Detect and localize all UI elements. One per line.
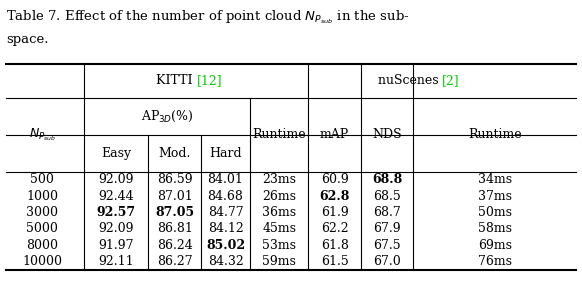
Text: 34ms: 34ms — [478, 174, 512, 187]
Text: 59ms: 59ms — [262, 255, 296, 268]
Text: 84.01: 84.01 — [208, 174, 243, 187]
Text: 8000: 8000 — [26, 239, 58, 252]
Text: 62.8: 62.8 — [320, 190, 350, 203]
Text: 84.77: 84.77 — [208, 206, 243, 219]
Text: 68.5: 68.5 — [373, 190, 401, 203]
Text: 87.01: 87.01 — [157, 190, 193, 203]
Text: 61.9: 61.9 — [321, 206, 349, 219]
Text: 84.32: 84.32 — [208, 255, 243, 268]
Text: 69ms: 69ms — [478, 239, 512, 252]
Text: Easy: Easy — [101, 147, 132, 160]
Text: Runtime: Runtime — [468, 128, 521, 141]
Text: [2]: [2] — [442, 74, 460, 87]
Text: 92.44: 92.44 — [98, 190, 134, 203]
Text: 92.09: 92.09 — [99, 174, 134, 187]
Text: 62.2: 62.2 — [321, 222, 349, 235]
Text: 3000: 3000 — [26, 206, 58, 219]
Text: 86.59: 86.59 — [157, 174, 193, 187]
Text: 61.8: 61.8 — [321, 239, 349, 252]
Text: 50ms: 50ms — [478, 206, 512, 219]
Text: space.: space. — [6, 33, 48, 46]
Text: 5000: 5000 — [26, 222, 58, 235]
Text: Hard: Hard — [209, 147, 242, 160]
Text: Runtime: Runtime — [253, 128, 306, 141]
Text: 67.9: 67.9 — [373, 222, 401, 235]
Text: mAP: mAP — [320, 128, 349, 141]
Text: AP$_{3D}$(%): AP$_{3D}$(%) — [141, 109, 194, 124]
Text: 37ms: 37ms — [478, 190, 512, 203]
Text: 68.7: 68.7 — [373, 206, 401, 219]
Text: 92.09: 92.09 — [99, 222, 134, 235]
Text: 58ms: 58ms — [478, 222, 512, 235]
Text: 45ms: 45ms — [262, 222, 296, 235]
Text: 68.8: 68.8 — [372, 174, 402, 187]
Text: 1000: 1000 — [26, 190, 58, 203]
Text: 76ms: 76ms — [478, 255, 512, 268]
Text: 86.81: 86.81 — [157, 222, 193, 235]
Text: 61.5: 61.5 — [321, 255, 349, 268]
Text: 60.9: 60.9 — [321, 174, 349, 187]
Text: 86.27: 86.27 — [157, 255, 193, 268]
Text: 86.24: 86.24 — [157, 239, 193, 252]
Text: 23ms: 23ms — [262, 174, 296, 187]
Text: 10000: 10000 — [22, 255, 62, 268]
Text: nuScenes: nuScenes — [378, 74, 442, 87]
Text: [12]: [12] — [196, 74, 222, 87]
Text: 92.57: 92.57 — [97, 206, 136, 219]
Text: 36ms: 36ms — [262, 206, 296, 219]
Text: 500: 500 — [30, 174, 54, 187]
Text: 67.5: 67.5 — [373, 239, 401, 252]
Text: 91.97: 91.97 — [99, 239, 134, 252]
Text: Mod.: Mod. — [158, 147, 191, 160]
Text: 84.12: 84.12 — [208, 222, 243, 235]
Text: 87.05: 87.05 — [155, 206, 194, 219]
Text: 67.0: 67.0 — [373, 255, 401, 268]
Text: 85.02: 85.02 — [206, 239, 245, 252]
Text: NDS: NDS — [372, 128, 402, 141]
Text: Table 7. Effect of the number of point cloud $N_{P_{sub}}$ in the sub-: Table 7. Effect of the number of point c… — [6, 9, 409, 26]
Text: 92.11: 92.11 — [98, 255, 134, 268]
Text: KITTI: KITTI — [156, 74, 196, 87]
Text: 84.68: 84.68 — [208, 190, 243, 203]
Text: 26ms: 26ms — [262, 190, 296, 203]
Text: $N_{P_{sub}}$: $N_{P_{sub}}$ — [29, 127, 56, 143]
Text: 53ms: 53ms — [262, 239, 296, 252]
